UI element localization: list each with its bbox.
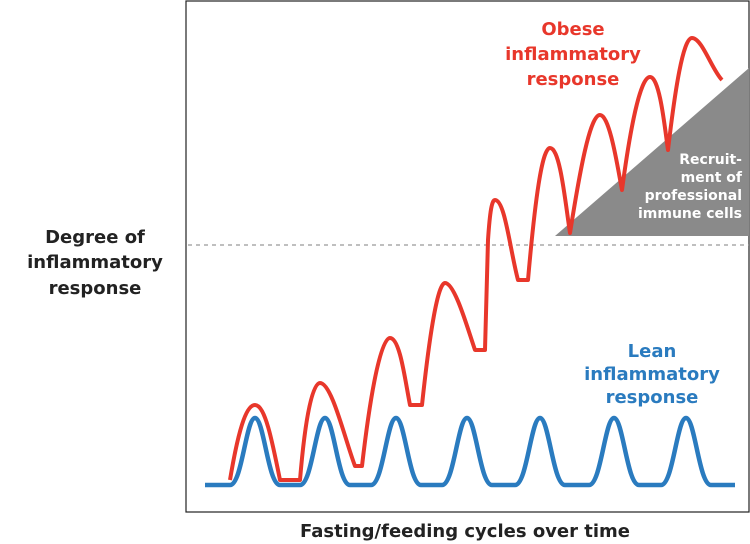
lean-curve — [205, 415, 735, 488]
recruitment-label: Recruit- ment of professional immune cel… — [638, 152, 743, 222]
label-line: immune cells — [638, 206, 742, 222]
recruitment-triangle — [555, 68, 749, 236]
label-line: professional — [645, 188, 742, 204]
label-line: response — [49, 278, 142, 299]
y-axis-label: Degree of inflammatory response — [27, 227, 163, 299]
label-line: Degree of — [45, 227, 145, 248]
label-line: response — [606, 387, 699, 408]
label-line: response — [527, 69, 620, 90]
label-line: inflammatory — [505, 44, 641, 65]
label-line: ment of — [681, 170, 743, 186]
x-axis-label: Fasting/feeding cycles over time — [300, 521, 630, 542]
obese-curve — [228, 36, 724, 482]
label-line: Obese — [541, 19, 604, 40]
label-line: Lean — [628, 341, 677, 362]
label-line: inflammatory — [27, 252, 163, 273]
label-line: inflammatory — [584, 364, 720, 385]
obese-label: Obese inflammatory response — [505, 19, 641, 90]
label-line: Recruit- — [679, 152, 742, 168]
frame — [185, 0, 750, 513]
lean-label: Lean inflammatory response — [584, 341, 720, 408]
